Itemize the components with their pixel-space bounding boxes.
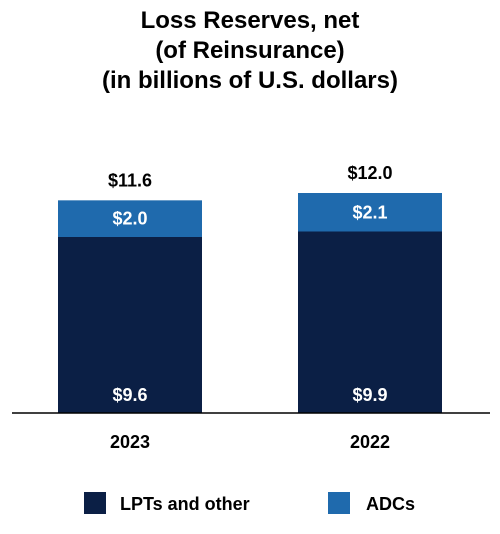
x-tick-label: 2023 bbox=[110, 432, 150, 452]
legend-label-adcs: ADCs bbox=[366, 494, 415, 514]
bar-segment-adcs-2023 bbox=[58, 200, 202, 237]
bar-total-label: $11.6 bbox=[108, 170, 152, 190]
x-tick-label: 2022 bbox=[350, 432, 390, 452]
chart-title-line-3: (in billions of U.S. dollars) bbox=[102, 67, 398, 94]
bar-value-label: $2.0 bbox=[112, 209, 147, 229]
legend-swatch-adcs bbox=[328, 492, 350, 514]
chart-title-line-1: Loss Reserves, net bbox=[141, 7, 360, 34]
bar-total-label: $12.0 bbox=[347, 163, 392, 183]
chart-title-line-2: (of Reinsurance) bbox=[155, 37, 344, 64]
legend: LPTs and other ADCs bbox=[84, 492, 415, 514]
legend-swatch-lpts-and-other bbox=[84, 492, 106, 514]
legend-label-lpts-and-other: LPTs and other bbox=[120, 494, 250, 514]
bar-segment-lpts-and-other-2023 bbox=[58, 237, 202, 413]
bar-value-label: $9.6 bbox=[112, 385, 147, 405]
bar-segment-adcs-2022 bbox=[298, 193, 442, 232]
bar-segment-lpts-and-other-2022 bbox=[298, 231, 442, 413]
bars-group: $9.6 $2.0 $11.6 $9.9 $2.1 $12.0 bbox=[58, 163, 442, 413]
bar-value-label: $9.9 bbox=[352, 385, 387, 405]
bar-value-label: $2.1 bbox=[352, 202, 387, 222]
category-labels-group: 2023 2022 bbox=[110, 432, 390, 452]
